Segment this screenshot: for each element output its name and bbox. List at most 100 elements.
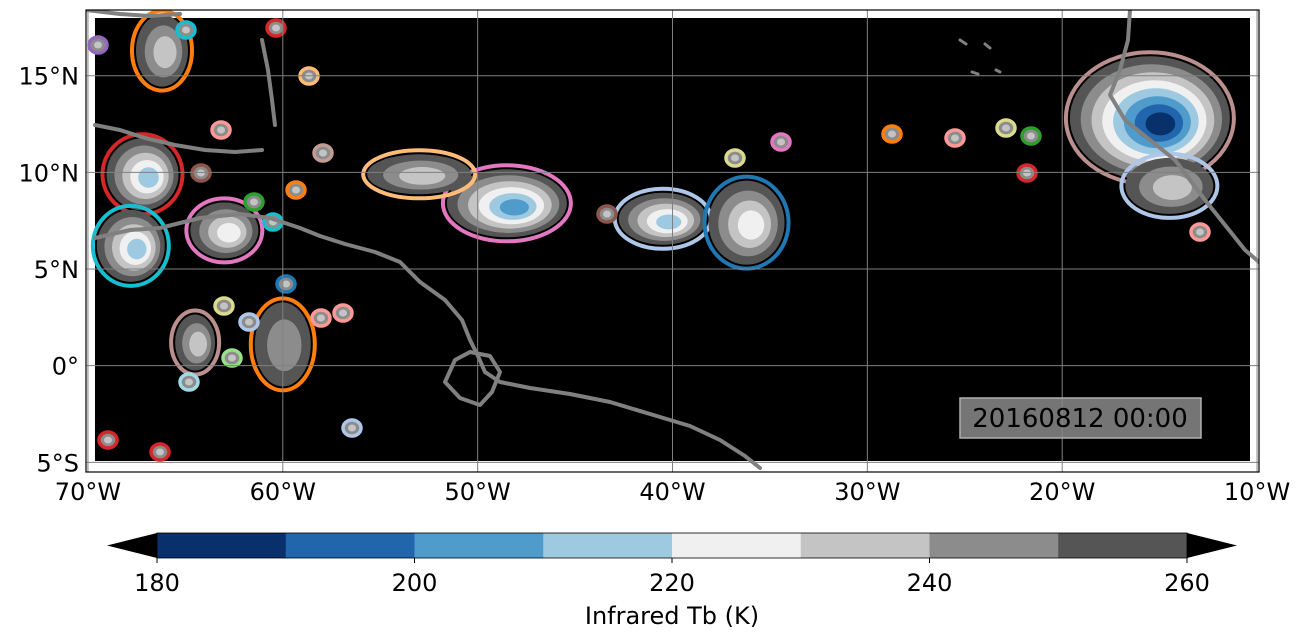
lon-tick-label: 20°W (1029, 478, 1095, 506)
convective-cell (210, 120, 232, 140)
cell-core (182, 26, 190, 34)
colorbar-tick-label: 180 (134, 569, 180, 597)
colorbar-segment (672, 533, 802, 558)
convective-cell (190, 163, 212, 183)
lat-tick-label: 10°N (19, 159, 80, 187)
convective-system (1063, 50, 1236, 187)
cell-core (777, 138, 785, 146)
cell-core (217, 126, 225, 134)
timestamp-label: 20160812 00:00 (972, 404, 1188, 434)
convective-cell (995, 118, 1017, 138)
convective-cell (332, 303, 354, 323)
colorbar-segments (157, 533, 1188, 558)
convective-system (100, 132, 185, 217)
cell-core (339, 309, 347, 317)
lon-tick-label: 50°W (445, 478, 511, 506)
colorbar-segment (414, 533, 544, 558)
convective-cell (341, 418, 363, 438)
lon-tick-label: 30°W (834, 478, 900, 506)
convective-cell (265, 18, 287, 38)
lat-tick-label: 5°S (36, 449, 79, 477)
cell-core (185, 378, 193, 386)
convective-system (130, 10, 194, 93)
lat-tick-label: 15°N (19, 63, 80, 91)
map-gridlines (86, 10, 1259, 472)
cell-core (348, 424, 356, 432)
coastline-caribbean-islands (93, 123, 264, 154)
convective-system (1119, 151, 1220, 220)
colorbar-tick-label: 200 (392, 569, 438, 597)
convective-cell (1189, 222, 1211, 242)
tb-contour (656, 214, 682, 230)
lon-tick-label: 40°W (639, 478, 705, 506)
tb-contour (499, 199, 529, 216)
convective-system (90, 203, 171, 288)
tb-contour (267, 319, 302, 372)
convective-cell (178, 372, 200, 392)
cell-core (228, 354, 236, 362)
cell-core (282, 280, 290, 288)
system-outline (90, 203, 171, 288)
convective-cell (285, 180, 307, 200)
coastline-lesser-antilles (260, 38, 277, 127)
convective-system (169, 308, 222, 377)
convective-cell (1016, 163, 1038, 183)
coastline-caribbean-north (86, 10, 182, 18)
map-blank-right (1250, 10, 1259, 472)
tb-contour (138, 167, 159, 188)
colorbar-extend-low (107, 533, 157, 558)
convective-cell (213, 296, 235, 316)
tb-contour (1152, 175, 1192, 200)
colorbar-extend-high (1187, 533, 1237, 558)
coastline-cape-verde (958, 38, 1002, 76)
convective-system (361, 148, 478, 201)
convective-cell (596, 204, 618, 224)
convective-system (612, 186, 713, 251)
convective-system (440, 163, 573, 244)
cell-core (94, 41, 102, 49)
tb-contour (189, 331, 208, 357)
cell-core (156, 448, 164, 456)
convective-cell (238, 312, 260, 332)
tb-contour (737, 210, 765, 240)
colorbar-label: Infrared Tb (K) (585, 602, 759, 630)
coastline-amazon-delta (443, 350, 502, 407)
cell-core (1023, 169, 1031, 177)
cell-core (250, 198, 258, 206)
lon-tick-label: 60°W (250, 478, 316, 506)
convective-cell (221, 348, 243, 368)
cell-core (197, 169, 205, 177)
timestamp-box: 20160812 00:00 (959, 397, 1202, 439)
system-outline (440, 163, 573, 244)
convective-system (702, 174, 791, 271)
cell-core (220, 302, 228, 310)
convective-cell (310, 308, 332, 328)
cell-core (319, 149, 327, 157)
colorbar-segment (800, 533, 930, 558)
lon-tick-label: 10°W (1224, 478, 1290, 506)
lat-tick-label: 0° (52, 353, 79, 381)
convective-systems (87, 10, 1236, 462)
colorbar-tick-label: 260 (1164, 569, 1210, 597)
cell-core (951, 134, 959, 142)
colorbar-tick-label: 240 (907, 569, 953, 597)
colorbar-segment (543, 533, 673, 558)
cell-core (603, 210, 611, 218)
convective-cell (944, 128, 966, 148)
convective-cell (87, 35, 109, 55)
convective-cell (243, 192, 265, 212)
colorbar-ticks: 180 200 220 240 260 (134, 558, 1210, 597)
cell-core (292, 186, 300, 194)
coastline-south-america (93, 212, 762, 470)
convective-cell (724, 148, 746, 168)
convective-cell (312, 143, 334, 163)
system-outline (184, 196, 265, 265)
tb-contour (127, 238, 147, 260)
colorbar-segment (929, 533, 1059, 558)
colorbar-segment (285, 533, 415, 558)
tb-contour (399, 167, 446, 185)
cell-core (245, 318, 253, 326)
cell-core (104, 436, 112, 444)
tb-contour (1145, 112, 1176, 136)
